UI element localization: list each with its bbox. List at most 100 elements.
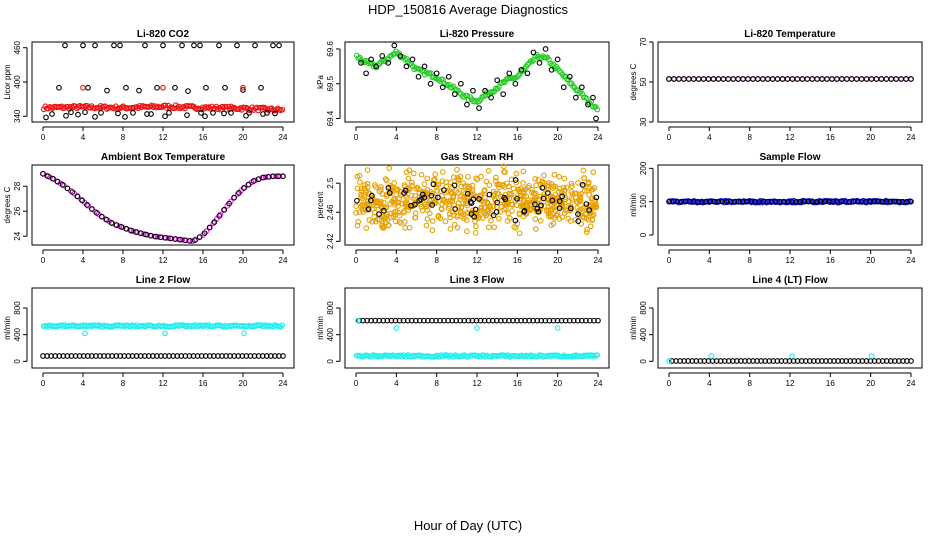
data-point <box>240 185 247 191</box>
data-point <box>511 224 518 230</box>
data-point <box>202 113 208 120</box>
data-point <box>375 206 382 213</box>
data-point <box>586 192 593 198</box>
data-point <box>364 198 371 205</box>
data-point <box>450 195 457 201</box>
data-point <box>560 184 567 191</box>
data-point <box>589 216 596 223</box>
y-axis-label: percent <box>316 191 325 218</box>
data-point <box>354 185 361 192</box>
plot-frame <box>31 41 295 123</box>
data-point <box>363 70 369 77</box>
data-point <box>567 218 574 224</box>
data-point <box>521 208 528 214</box>
data-point <box>85 84 91 91</box>
data-point <box>280 353 286 359</box>
data-point <box>478 204 485 211</box>
data-point <box>750 76 756 82</box>
data-point <box>433 70 440 77</box>
data-point <box>376 216 382 223</box>
chart-title: Line 4 (LT) Flow <box>752 275 828 286</box>
data-point <box>354 222 361 229</box>
data-point <box>527 206 534 213</box>
data-point <box>485 224 492 231</box>
y-axis-label: ml/min <box>316 316 325 340</box>
y-tick-label: 2.46 <box>326 204 335 220</box>
data-point <box>234 191 241 197</box>
data-point <box>518 196 524 202</box>
data-point <box>459 211 466 218</box>
data-point <box>82 330 88 337</box>
data-point <box>888 76 895 82</box>
x-tick-label: 20 <box>553 379 562 388</box>
data-point <box>241 330 247 337</box>
data-point <box>214 106 221 113</box>
x-tick-label: 0 <box>667 133 672 142</box>
data-point <box>512 80 519 87</box>
data-point <box>165 235 172 242</box>
data-point <box>179 237 185 243</box>
data-point <box>84 201 90 208</box>
series-red-highlights <box>80 84 246 91</box>
data-point <box>556 198 563 205</box>
data-point <box>130 110 136 116</box>
data-point <box>148 111 154 117</box>
y-tick-label: 0 <box>13 359 22 364</box>
x-tick-label: 20 <box>866 133 875 142</box>
data-point <box>142 42 148 49</box>
data-point <box>54 178 61 185</box>
y-axis-label: degrees C <box>629 63 638 100</box>
data-point <box>128 227 135 234</box>
data-point <box>544 190 551 196</box>
data-point <box>123 225 130 232</box>
data-point <box>89 206 95 212</box>
data-point <box>517 188 523 194</box>
chart-title: Line 2 Flow <box>136 275 191 286</box>
data-point <box>545 186 552 193</box>
data-point <box>143 231 149 238</box>
data-point <box>474 176 481 183</box>
data-point <box>210 220 217 227</box>
data-point <box>401 182 408 188</box>
data-point <box>389 190 395 197</box>
data-point <box>451 182 458 189</box>
x-tick-label: 4 <box>81 379 86 388</box>
data-point <box>514 195 520 202</box>
data-point <box>578 220 585 227</box>
data-point <box>561 210 568 216</box>
data-point <box>217 211 224 218</box>
y-tick-label: 50 <box>639 77 648 86</box>
x-tick-label: 24 <box>279 379 288 388</box>
x-tick-label: 24 <box>279 133 288 142</box>
x-tick-label: 4 <box>81 133 86 142</box>
y-tick-label: 70 <box>639 37 648 46</box>
data-point <box>472 206 479 213</box>
data-point <box>473 223 479 230</box>
data-point <box>92 114 98 120</box>
series-avg <box>40 102 286 114</box>
y-tick-label: 400 <box>639 327 648 341</box>
data-point <box>493 209 500 215</box>
x-tick-label: 12 <box>786 133 795 142</box>
data-point <box>552 191 559 198</box>
y-tick-label: 2.42 <box>326 233 335 249</box>
data-point <box>481 187 488 193</box>
data-point <box>154 84 160 91</box>
data-point <box>136 87 142 94</box>
data-point <box>517 185 524 192</box>
data-point <box>579 84 585 91</box>
data-point <box>228 103 235 110</box>
data-point <box>540 195 547 202</box>
data-point <box>396 219 403 225</box>
data-point <box>666 76 672 82</box>
data-point <box>593 115 599 122</box>
data-point <box>501 194 507 201</box>
data-point <box>545 197 552 204</box>
data-point <box>203 84 209 91</box>
x-tick-label: 4 <box>81 256 86 265</box>
data-point <box>210 110 216 116</box>
data-point <box>372 184 379 190</box>
data-point <box>581 188 588 194</box>
x-tick-label: 8 <box>121 379 126 388</box>
